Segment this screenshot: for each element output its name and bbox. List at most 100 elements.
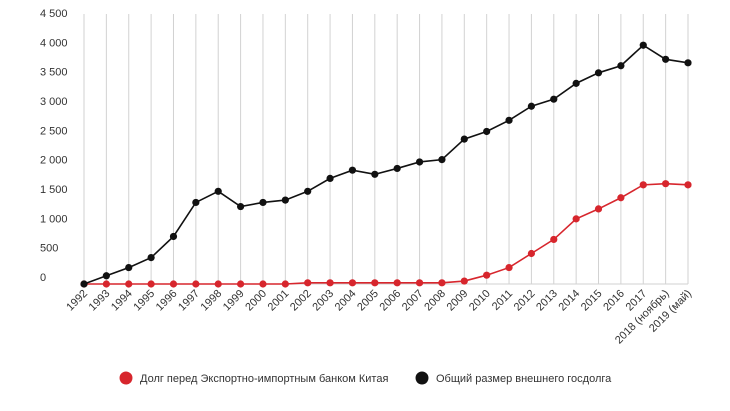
series-line-total-external-debt (83, 44, 689, 285)
legend: Долг перед Экспортно-импортным банком Ки… (119, 371, 612, 385)
x-tick-label: 2010 (467, 288, 493, 314)
y-tick-label: 2 500 (40, 125, 68, 137)
x-tick-label: 1992 (64, 288, 90, 314)
data-point-total-external-debt (594, 69, 603, 77)
x-tick-label: 2007 (400, 288, 426, 314)
data-point-china-exim-debt (505, 263, 513, 272)
x-tick-label: 1999 (221, 288, 247, 314)
x-tick-label: 2015 (579, 288, 605, 314)
x-tick-label: 2016 (601, 288, 627, 314)
data-point-china-exim-debt (415, 279, 424, 287)
data-point-total-external-debt (169, 232, 178, 241)
data-point-china-exim-debt (125, 280, 133, 288)
data-point-china-exim-debt (102, 280, 110, 288)
series-total-external-debt (80, 41, 692, 288)
series-line-china-exim-debt (84, 182, 689, 285)
grid (83, 14, 689, 285)
data-point-total-external-debt (192, 198, 200, 207)
data-point-china-exim-debt (483, 271, 491, 279)
x-tick-label: 2005 (355, 288, 381, 314)
y-tick-label: 1 500 (40, 184, 68, 196)
data-point-total-external-debt (80, 280, 88, 288)
data-point-total-external-debt (304, 187, 312, 195)
x-tick-label: 1997 (176, 288, 202, 314)
data-point-total-external-debt (326, 174, 334, 182)
y-tick-label: 4 000 (40, 37, 68, 49)
data-point-china-exim-debt (192, 280, 200, 288)
data-point-total-external-debt (505, 116, 513, 124)
data-point-total-external-debt (460, 135, 468, 143)
data-point-total-external-debt (527, 102, 536, 110)
legend-marker (415, 371, 429, 385)
x-tick-label: 2001 (266, 288, 292, 314)
data-point-china-exim-debt (326, 279, 334, 287)
x-tick-label: 2006 (378, 288, 404, 314)
data-point-total-external-debt (393, 164, 401, 173)
data-point-china-exim-debt (594, 205, 603, 213)
data-point-total-external-debt (236, 202, 245, 211)
x-tick-label: 2013 (534, 288, 560, 314)
x-tick-label: 1993 (87, 288, 113, 314)
data-point-china-exim-debt (572, 215, 580, 223)
data-point-china-exim-debt (236, 280, 245, 288)
legend-item-china-exim-debt: Долг перед Экспортно-импортным банком Ки… (119, 371, 388, 385)
legend-label: Общий размер внешнего госдолга (436, 373, 612, 385)
data-point-total-external-debt (371, 170, 379, 178)
y-tick-label: 1 000 (40, 213, 68, 225)
x-tick-label: 1998 (199, 288, 225, 314)
data-point-total-external-debt (214, 187, 222, 195)
data-point-china-exim-debt (169, 280, 178, 288)
data-point-china-exim-debt (304, 279, 312, 287)
data-point-china-exim-debt (371, 279, 379, 287)
x-tick-label: 2008 (422, 288, 448, 314)
x-tick-label: 2014 (556, 288, 582, 314)
x-tick-label: 2000 (243, 288, 269, 314)
data-point-total-external-debt (102, 272, 110, 280)
data-point-total-external-debt (483, 127, 491, 136)
x-tick-label: 2004 (333, 288, 359, 314)
plot-area (80, 41, 692, 288)
data-point-china-exim-debt (281, 280, 289, 288)
data-point-china-exim-debt (147, 280, 155, 288)
x-tick-label: 1994 (109, 288, 135, 314)
x-axis: 1992199319941995199619971998199920002001… (64, 288, 694, 347)
data-point-china-exim-debt (393, 279, 401, 287)
data-point-china-exim-debt (460, 277, 468, 285)
data-point-total-external-debt (415, 158, 424, 166)
data-point-china-exim-debt (684, 181, 692, 189)
legend-item-total-external-debt: Общий размер внешнего госдолга (415, 371, 612, 385)
y-tick-label: 4 500 (40, 8, 68, 20)
data-point-total-external-debt (639, 41, 647, 49)
data-point-total-external-debt (617, 62, 625, 70)
data-point-total-external-debt (684, 59, 692, 67)
x-tick-label: 1996 (154, 288, 180, 314)
data-point-china-exim-debt (214, 280, 222, 288)
data-point-total-external-debt (348, 166, 357, 174)
legend-label: Долг перед Экспортно-импортным банком Ки… (140, 373, 388, 385)
data-point-china-exim-debt (662, 180, 670, 188)
data-point-china-exim-debt (639, 181, 647, 189)
data-point-china-exim-debt (259, 280, 267, 288)
legend-marker (119, 371, 133, 385)
data-point-china-exim-debt (550, 235, 558, 244)
x-tick-label: 2003 (310, 288, 336, 314)
y-tick-label: 500 (40, 243, 58, 255)
y-tick-label: 0 (40, 272, 46, 284)
data-point-total-external-debt (572, 79, 580, 87)
data-point-total-external-debt (125, 263, 133, 272)
x-tick-label: 2009 (445, 288, 471, 314)
data-point-china-exim-debt (438, 279, 446, 287)
data-point-total-external-debt (259, 198, 267, 207)
data-point-china-exim-debt (348, 279, 357, 287)
x-tick-label: 2012 (512, 288, 538, 314)
y-tick-label: 2 000 (40, 155, 68, 167)
data-point-china-exim-debt (527, 249, 536, 258)
x-tick-label: 2011 (490, 288, 515, 313)
y-tick-label: 3 500 (40, 67, 68, 79)
data-point-total-external-debt (281, 196, 289, 204)
data-point-total-external-debt (662, 55, 670, 63)
y-axis: 0 500 1 000 1 500 2 000 2 500 3 000 3 500 4 000 4… (40, 8, 68, 284)
series-china-exim-debt (80, 180, 692, 288)
